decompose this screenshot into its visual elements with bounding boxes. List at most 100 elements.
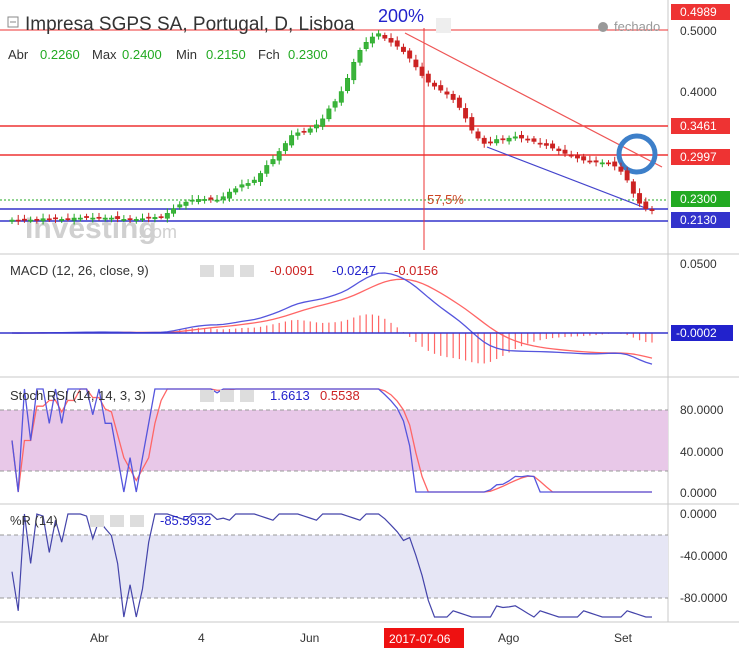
candle-body bbox=[351, 62, 357, 81]
candle-body bbox=[587, 160, 593, 163]
candle-body bbox=[574, 155, 580, 159]
candle-body bbox=[432, 82, 437, 87]
price-tag-bg bbox=[671, 118, 730, 134]
candle-body bbox=[264, 165, 270, 174]
price-tag-0-4989: 0.4989 bbox=[680, 5, 717, 19]
williams-r-y-tick: -80.0000 bbox=[680, 591, 728, 605]
price-tag-0-2997: 0.2997 bbox=[680, 150, 717, 164]
candle-body bbox=[581, 156, 587, 161]
price-tag-bg bbox=[671, 4, 730, 20]
macd-line bbox=[11, 272, 653, 365]
candle-body bbox=[258, 173, 263, 182]
market-status: fechado bbox=[614, 19, 660, 34]
candle-body bbox=[202, 199, 208, 201]
candle-body bbox=[612, 161, 618, 167]
candle-body bbox=[59, 219, 65, 221]
macd-value-hist: -0.0091 bbox=[270, 263, 314, 278]
candle-body bbox=[146, 216, 152, 219]
candle-body bbox=[618, 166, 624, 172]
candle-body bbox=[338, 91, 344, 103]
macd-pane bbox=[11, 272, 653, 365]
macd-value-signal: -0.0156 bbox=[394, 263, 438, 278]
candle-body bbox=[531, 138, 537, 142]
eye-icon[interactable] bbox=[90, 515, 104, 527]
candle-body bbox=[295, 132, 301, 136]
ohlc-value-close: 0.2300 bbox=[288, 47, 328, 62]
candle-body bbox=[438, 85, 444, 91]
x-tick-label: Abr bbox=[90, 631, 109, 645]
eye-icon[interactable] bbox=[200, 265, 214, 277]
candle-body bbox=[227, 191, 232, 199]
candle-body bbox=[407, 50, 413, 59]
candle-body bbox=[65, 218, 71, 221]
williams-r-y-tick: 0.0000 bbox=[680, 507, 717, 521]
candle-body bbox=[177, 204, 183, 208]
candle-body bbox=[388, 38, 394, 43]
williams-r-band bbox=[0, 535, 668, 598]
candle-body bbox=[251, 179, 257, 183]
candle-body bbox=[475, 131, 481, 139]
x-tick-label: Ago bbox=[498, 631, 520, 645]
candle-body bbox=[301, 130, 307, 133]
watermark-logo: Investing bbox=[25, 212, 157, 245]
x-tick-label: 4 bbox=[198, 631, 205, 645]
candle-body bbox=[630, 181, 636, 194]
settings-icon[interactable] bbox=[436, 18, 451, 33]
eye-icon[interactable] bbox=[200, 390, 214, 402]
close-icon[interactable] bbox=[240, 265, 254, 277]
candle-body bbox=[320, 118, 326, 127]
candle-body bbox=[53, 217, 58, 220]
candle-body bbox=[469, 117, 475, 131]
stoch-rsi-k-line bbox=[11, 388, 652, 493]
candle-body bbox=[34, 218, 40, 221]
close-icon[interactable] bbox=[130, 515, 144, 527]
stoch-rsi-y-tick: 80.0000 bbox=[680, 403, 724, 417]
candle-body bbox=[239, 184, 245, 188]
x-tick-label: Jun bbox=[300, 631, 319, 645]
price-tag-0-2300: 0.2300 bbox=[680, 192, 717, 206]
gear-icon[interactable] bbox=[110, 515, 124, 527]
close-icon[interactable] bbox=[240, 390, 254, 402]
stoch-rsi-value-d: 0.5538 bbox=[320, 388, 360, 403]
candle-body bbox=[164, 213, 170, 219]
candle-body bbox=[140, 218, 145, 221]
candle-body bbox=[425, 73, 431, 83]
ohlc-value-open: 0.2260 bbox=[40, 47, 80, 62]
candle-body bbox=[270, 159, 276, 165]
candle-body bbox=[456, 97, 462, 108]
candle-body bbox=[599, 162, 605, 165]
candle-body bbox=[500, 138, 506, 141]
candle-body bbox=[450, 93, 456, 100]
ohlc-label-min: Min bbox=[176, 47, 197, 62]
stoch-rsi-title: Stoch RSI (14, 14, 3, 3) bbox=[10, 388, 146, 403]
macd-tag-bg bbox=[671, 325, 733, 341]
price-tag-bg bbox=[671, 191, 730, 207]
price-tag-0-3461: 0.3461 bbox=[680, 119, 717, 133]
candle-body bbox=[543, 143, 549, 146]
ohlc-value-min: 0.2150 bbox=[206, 47, 246, 62]
candle-body bbox=[276, 151, 282, 161]
gear-icon[interactable] bbox=[220, 390, 234, 402]
candle-body bbox=[71, 217, 77, 221]
resistance-trendline bbox=[404, 32, 663, 168]
gear-icon[interactable] bbox=[220, 265, 234, 277]
collapse-icon[interactable] bbox=[7, 16, 19, 28]
candle-body bbox=[643, 201, 649, 209]
stoch-rsi-value-k: 1.6613 bbox=[270, 388, 310, 403]
candle-body bbox=[115, 216, 121, 219]
candle-body bbox=[152, 217, 158, 220]
candle-body bbox=[568, 154, 574, 157]
support-trendline bbox=[486, 146, 649, 210]
candle-body bbox=[171, 208, 177, 214]
ohlc-label-max: Max bbox=[92, 47, 117, 62]
candle-body bbox=[90, 217, 96, 220]
candle-body bbox=[245, 183, 251, 186]
williams-r-pane bbox=[11, 513, 652, 618]
macd-y-tick: 0.0500 bbox=[680, 257, 717, 271]
candle-body bbox=[108, 217, 114, 220]
candle-body bbox=[158, 216, 164, 219]
chart-title: Impresa SGPS SA, Portugal, D, Lisboa bbox=[25, 14, 355, 35]
candle-body bbox=[363, 42, 369, 49]
candle-body bbox=[512, 136, 518, 139]
